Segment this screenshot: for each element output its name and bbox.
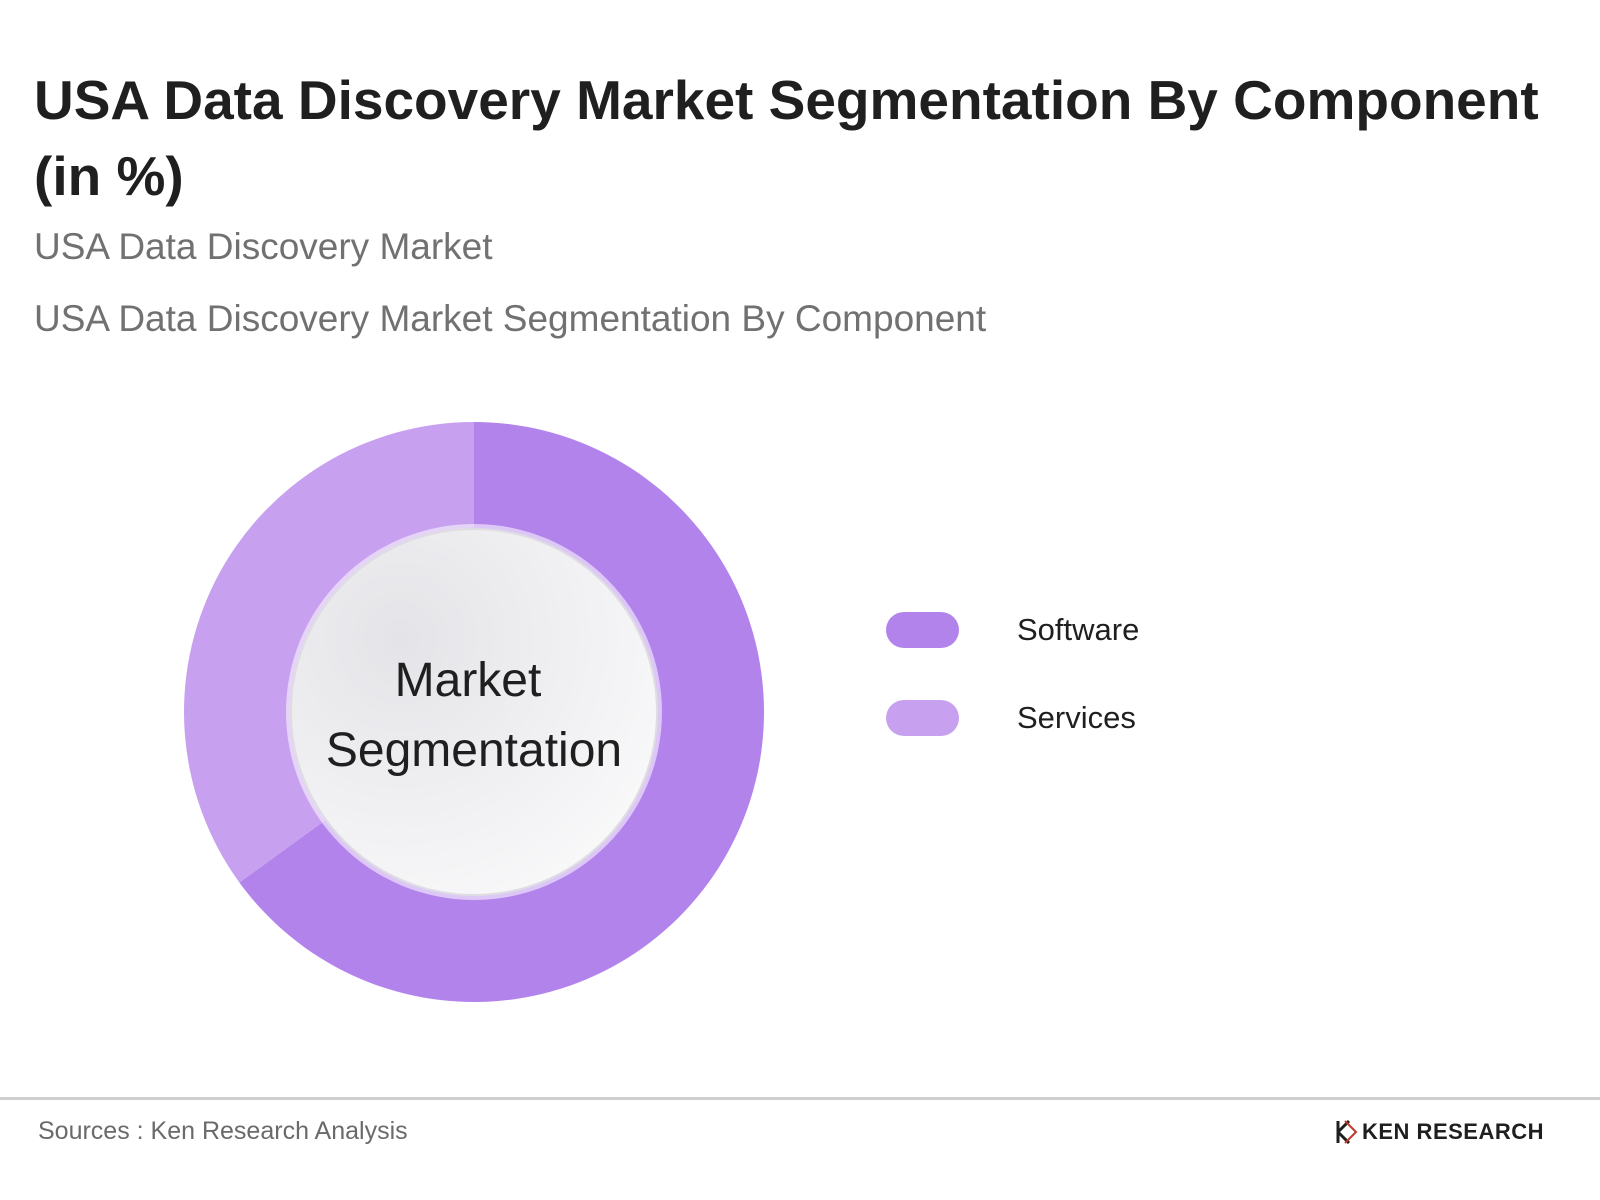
footer-divider bbox=[0, 1097, 1600, 1100]
ken-research-logo-icon bbox=[1336, 1119, 1358, 1145]
legend-swatch-software bbox=[886, 612, 959, 648]
chart-subtitle-market: USA Data Discovery Market bbox=[34, 226, 493, 267]
donut-chart-area: Market Segmentation bbox=[0, 380, 1600, 1070]
logo-text: KEN RESEARCH bbox=[1362, 1119, 1545, 1144]
center-disc bbox=[290, 528, 658, 896]
legend-item-software[interactable]: Software bbox=[886, 608, 1139, 652]
chart-legend: Software Services bbox=[886, 608, 1139, 784]
legend-swatch-services bbox=[886, 700, 959, 736]
legend-label-software: Software bbox=[1017, 612, 1140, 647]
center-label-line2: Segmentation bbox=[326, 724, 622, 777]
chart-subtitle-segmentation: USA Data Discovery Market Segmentation B… bbox=[34, 298, 987, 339]
legend-label-services: Services bbox=[1017, 700, 1136, 735]
donut-slice-software[interactable] bbox=[239, 422, 764, 1003]
donut-slice-services[interactable] bbox=[184, 422, 474, 883]
source-note: Sources : Ken Research Analysis bbox=[38, 1117, 408, 1145]
center-label-line1: Market bbox=[395, 654, 542, 707]
legend-item-services[interactable]: Services bbox=[886, 696, 1139, 740]
donut-chart: Market Segmentation bbox=[184, 422, 764, 1003]
chart-title: USA Data Discovery Market Segmentation B… bbox=[34, 69, 1539, 207]
ken-research-logo: KEN RESEARCH bbox=[1336, 1119, 1544, 1145]
